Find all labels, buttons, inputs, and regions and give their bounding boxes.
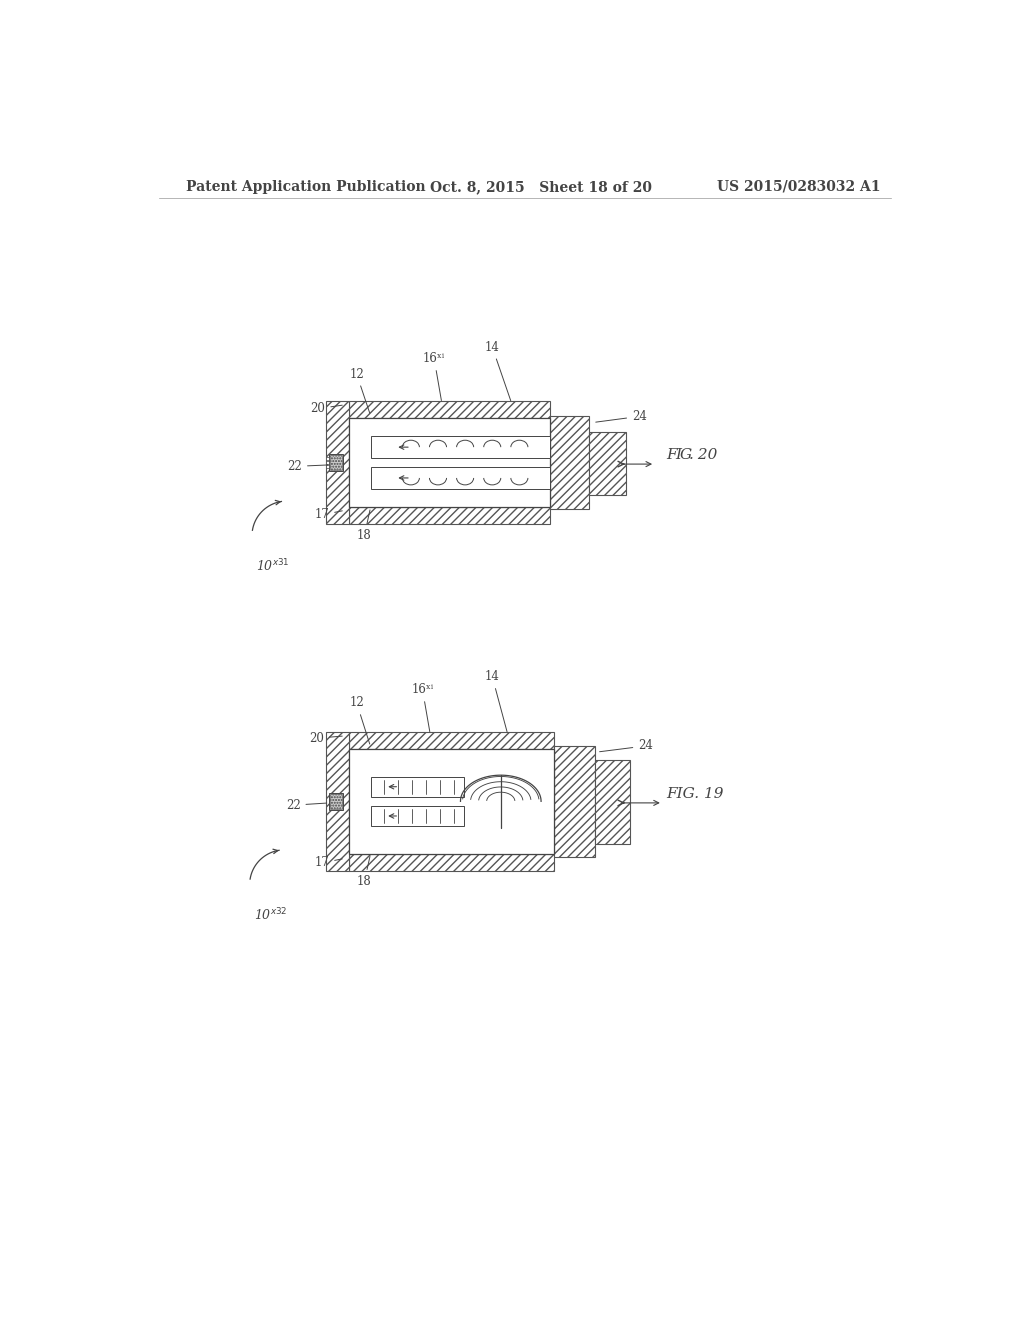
Text: 16ˣⁱ: 16ˣⁱ [423, 352, 445, 400]
Text: US 2015/0283032 A1: US 2015/0283032 A1 [717, 180, 881, 194]
Text: 12: 12 [349, 367, 370, 413]
Bar [330, 793, 342, 809]
Bar [349, 748, 554, 854]
Text: 17: 17 [314, 857, 342, 870]
Text: 14: 14 [484, 671, 507, 731]
Text: Oct. 8, 2015   Sheet 18 of 20: Oct. 8, 2015 Sheet 18 of 20 [430, 180, 652, 194]
Text: 24: 24 [600, 739, 653, 752]
Bar [595, 760, 630, 845]
Text: 14: 14 [484, 341, 511, 401]
Bar [349, 507, 550, 524]
Bar [329, 454, 343, 471]
Bar [326, 733, 349, 871]
Text: 10$^{x31}$: 10$^{x31}$ [256, 558, 290, 574]
Text: 20: 20 [693, 447, 718, 462]
Text: FIG. 19: FIG. 19 [667, 787, 724, 801]
Bar [589, 432, 627, 495]
Text: 12: 12 [349, 696, 370, 744]
Text: 22: 22 [288, 459, 328, 473]
Text: .: . [689, 447, 694, 462]
Bar [554, 746, 595, 857]
Bar [371, 776, 464, 797]
Text: 20: 20 [310, 403, 342, 416]
Text: 24: 24 [596, 409, 647, 422]
Bar [326, 465, 329, 469]
Bar [326, 457, 329, 461]
Text: 10$^{x32}$: 10$^{x32}$ [254, 907, 287, 924]
Text: G: G [680, 447, 692, 462]
Bar [326, 401, 349, 524]
Bar [329, 793, 343, 810]
Bar [349, 854, 554, 871]
Bar [326, 461, 329, 465]
Bar [330, 455, 342, 470]
Text: 22: 22 [286, 799, 327, 812]
Bar [550, 416, 589, 508]
Bar [371, 467, 550, 488]
Bar [371, 807, 464, 826]
Text: 18: 18 [357, 857, 372, 888]
Text: 17: 17 [314, 508, 342, 521]
Text: I: I [675, 447, 681, 462]
Bar [349, 733, 554, 748]
Text: 18: 18 [357, 510, 372, 543]
Text: Patent Application Publication: Patent Application Publication [186, 180, 426, 194]
Bar [349, 401, 550, 418]
Text: F: F [667, 447, 677, 462]
Bar [349, 418, 550, 507]
Text: 20: 20 [309, 731, 342, 744]
Bar [371, 437, 550, 458]
Text: 16ˣⁱ: 16ˣⁱ [412, 684, 433, 731]
